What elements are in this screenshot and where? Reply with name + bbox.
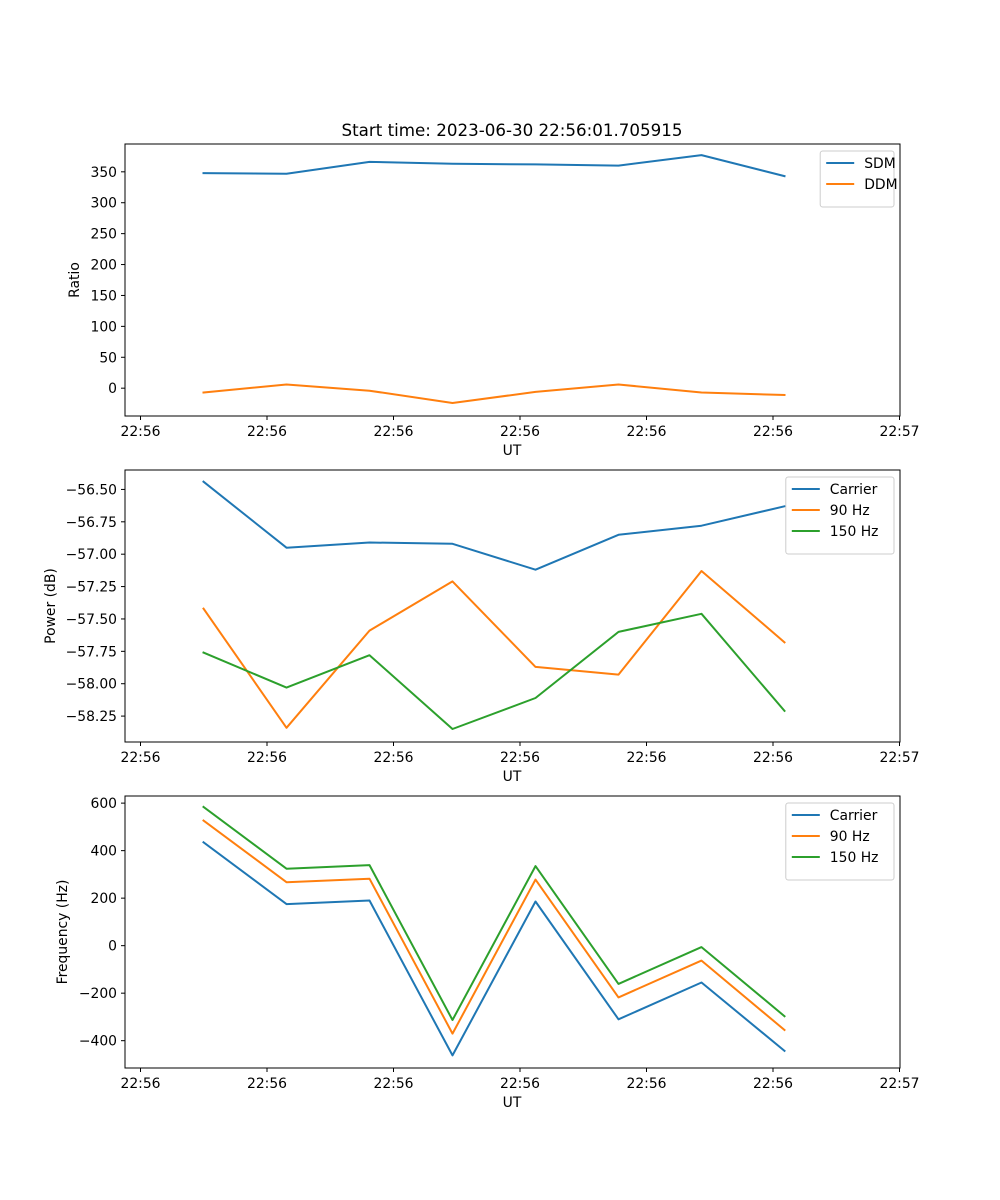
x-axis-label: UT — [503, 769, 522, 785]
x-tick-label: 22:56 — [626, 750, 666, 766]
legend-frame — [785, 476, 895, 555]
x-tick-label: 22:56 — [120, 750, 160, 766]
x-tick-label: 22:56 — [373, 424, 413, 440]
legend-entry: 90 Hz — [830, 829, 870, 845]
x-tick-label: 22:56 — [247, 750, 287, 766]
y-tick-label: 0 — [108, 939, 117, 955]
legend-entry: DDM — [864, 177, 897, 193]
series-line-ddm — [202, 383, 786, 404]
legend: Carrier 90 Hz 150 Hz — [785, 476, 895, 555]
y-tick-label: 300 — [90, 196, 117, 212]
series-line-150-hz — [202, 612, 786, 730]
legend-entry: 90 Hz — [830, 503, 870, 519]
x-tick-label: 22:56 — [120, 1076, 160, 1092]
series-line-carrier — [202, 480, 786, 571]
series-line-150-hz — [202, 805, 786, 1021]
chart-panel-1: 22:56 22:56 22:56 22:56 22:56 22:56 22:57 UT 0 50… — [67, 143, 920, 459]
x-tick-label: 22:56 — [500, 424, 540, 440]
legend-frame — [819, 150, 895, 208]
legend-entry: SDM — [864, 156, 896, 172]
y-tick-label: −57.00 — [66, 547, 117, 563]
y-tick-label: −56.50 — [66, 482, 117, 498]
x-axis-label: UT — [503, 1095, 522, 1111]
y-axis-label: Ratio — [67, 262, 83, 298]
plot-frame — [124, 143, 901, 417]
y-tick-label: −57.25 — [66, 580, 117, 596]
x-tick-label: 22:56 — [247, 424, 287, 440]
chart-panels: 22:56 22:56 22:56 22:56 22:56 22:56 22:57 UT 0 50… — [43, 143, 920, 1111]
y-tick-label: 350 — [90, 165, 117, 181]
x-tick-label: 22:56 — [247, 1076, 287, 1092]
x-tick-label: 22:57 — [879, 1076, 919, 1092]
y-axis-label: Power (dB) — [43, 568, 59, 644]
legend-entry: Carrier — [830, 808, 878, 824]
y-tick-label: 250 — [90, 227, 117, 243]
y-axis-label: Frequency (Hz) — [55, 880, 71, 985]
legend-frame — [785, 802, 895, 881]
y-tick-label: 600 — [90, 796, 117, 812]
chart-panel-3: 22:56 22:56 22:56 22:56 22:56 22:56 22:57 UT −40… — [55, 795, 920, 1111]
x-tick-label: 22:56 — [626, 424, 666, 440]
y-tick-label: −57.50 — [66, 612, 117, 628]
plot-frame — [124, 795, 901, 1069]
y-tick-label: −58.00 — [66, 677, 117, 693]
y-tick-label: −400 — [79, 1034, 117, 1050]
y-tick-label: 50 — [99, 350, 117, 366]
plot-frame — [124, 469, 901, 743]
series-line-90-hz — [202, 819, 786, 1035]
y-tick-label: −58.25 — [66, 709, 117, 725]
x-tick-label: 22:56 — [120, 424, 160, 440]
x-tick-label: 22:56 — [626, 1076, 666, 1092]
y-tick-label: 0 — [108, 381, 117, 397]
figure-title: Start time: 2023-06-30 22:56:01.705915 — [342, 120, 683, 140]
y-tick-label: 200 — [90, 258, 117, 274]
y-tick-label: −56.75 — [66, 515, 117, 531]
legend-entry: 150 Hz — [830, 524, 879, 540]
x-axis-label: UT — [503, 443, 522, 459]
legend: SDM DDM — [819, 150, 898, 208]
x-tick-label: 22:56 — [373, 750, 413, 766]
series-line-90-hz — [202, 570, 786, 729]
y-tick-label: 150 — [90, 288, 117, 304]
y-tick-label: 100 — [90, 319, 117, 335]
x-tick-label: 22:56 — [373, 1076, 413, 1092]
legend-entry: 150 Hz — [830, 850, 879, 866]
y-tick-label: −200 — [79, 986, 117, 1002]
x-tick-label: 22:57 — [879, 424, 919, 440]
y-tick-label: 200 — [90, 891, 117, 907]
x-tick-label: 22:57 — [879, 750, 919, 766]
x-tick-label: 22:56 — [500, 1076, 540, 1092]
y-tick-label: −57.75 — [66, 644, 117, 660]
x-tick-label: 22:56 — [500, 750, 540, 766]
series-line-sdm — [202, 154, 786, 178]
y-tick-label: 400 — [90, 844, 117, 860]
x-tick-label: 22:56 — [753, 750, 793, 766]
series-line-carrier — [202, 840, 786, 1057]
legend: Carrier 90 Hz 150 Hz — [785, 802, 895, 881]
x-tick-label: 22:56 — [753, 424, 793, 440]
x-tick-label: 22:56 — [753, 1076, 793, 1092]
chart-panel-2: 22:56 22:56 22:56 22:56 22:56 22:56 22:57 UT −58… — [43, 469, 920, 785]
legend-entry: Carrier — [830, 482, 878, 498]
